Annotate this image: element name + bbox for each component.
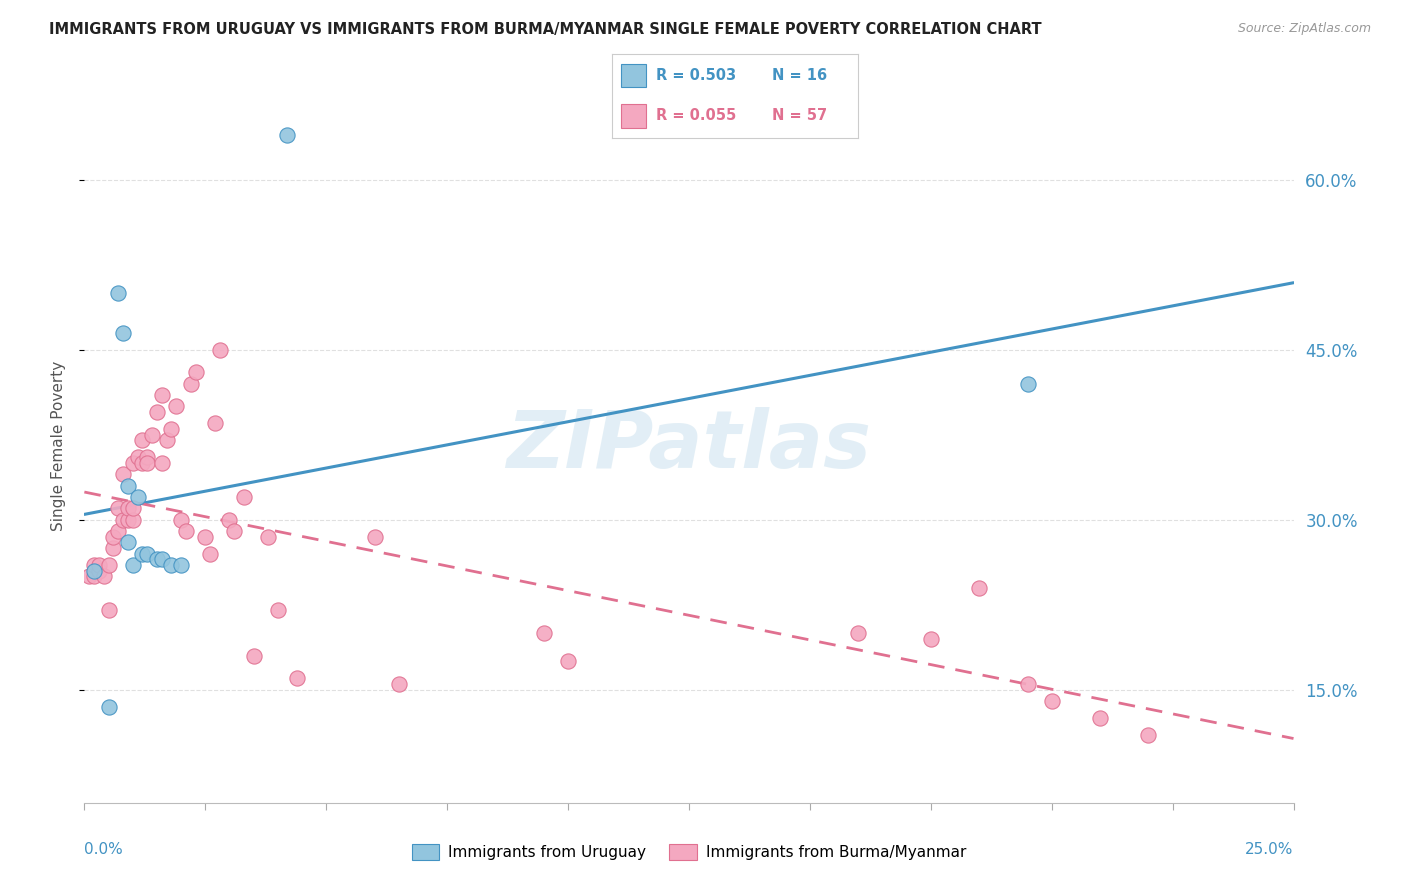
Point: [170, 513, 193, 527]
Point: [165, 400, 187, 414]
Point: [136, 456, 159, 470]
Text: 25.0%: 25.0%: [1246, 842, 1294, 857]
Point: [1040, 694, 1063, 708]
Text: R = 0.503: R = 0.503: [655, 68, 735, 83]
Point: [112, 467, 135, 482]
Point: [1017, 376, 1039, 391]
Point: [103, 530, 125, 544]
Point: [363, 530, 385, 544]
Point: [285, 671, 308, 685]
Point: [107, 286, 129, 301]
Point: [160, 558, 183, 572]
Point: [150, 388, 173, 402]
Point: [1088, 711, 1111, 725]
Point: [233, 490, 256, 504]
Point: [97, 558, 120, 572]
Point: [160, 422, 183, 436]
Text: N = 57: N = 57: [772, 108, 827, 123]
Point: [257, 530, 280, 544]
Y-axis label: Single Female Poverty: Single Female Poverty: [51, 361, 66, 531]
Point: [150, 552, 173, 566]
Point: [1017, 677, 1039, 691]
Point: [180, 376, 202, 391]
Point: [97, 699, 120, 714]
Point: [136, 450, 159, 465]
Point: [112, 513, 135, 527]
Point: [155, 434, 177, 448]
Point: [150, 456, 173, 470]
Text: N = 16: N = 16: [772, 68, 827, 83]
Point: [121, 513, 143, 527]
Point: [141, 427, 163, 442]
Point: [117, 513, 139, 527]
Point: [107, 501, 129, 516]
Point: [194, 530, 217, 544]
Point: [146, 405, 169, 419]
Point: [267, 603, 290, 617]
Point: [117, 478, 139, 492]
Point: [77, 569, 100, 583]
Point: [170, 558, 193, 572]
Bar: [621, 63, 647, 87]
Point: [121, 558, 143, 572]
Point: [204, 417, 226, 431]
Text: 0.0%: 0.0%: [84, 842, 124, 857]
Point: [1137, 728, 1160, 742]
Point: [136, 547, 159, 561]
Point: [83, 558, 105, 572]
Point: [967, 581, 990, 595]
Text: IMMIGRANTS FROM URUGUAY VS IMMIGRANTS FROM BURMA/MYANMAR SINGLE FEMALE POVERTY C: IMMIGRANTS FROM URUGUAY VS IMMIGRANTS FR…: [49, 22, 1042, 37]
Point: [131, 434, 153, 448]
Point: [117, 501, 139, 516]
Point: [117, 535, 139, 549]
Point: [87, 558, 110, 572]
Point: [107, 524, 129, 538]
Text: R = 0.055: R = 0.055: [655, 108, 737, 123]
Point: [920, 632, 942, 646]
Point: [846, 626, 869, 640]
Point: [127, 450, 149, 465]
Text: Source: ZipAtlas.com: Source: ZipAtlas.com: [1237, 22, 1371, 36]
Point: [218, 513, 240, 527]
Point: [146, 552, 169, 566]
Point: [83, 564, 105, 578]
Point: [83, 569, 105, 583]
Point: [121, 501, 143, 516]
Point: [224, 524, 246, 538]
Point: [131, 456, 153, 470]
Point: [112, 326, 135, 340]
Point: [131, 547, 153, 561]
Point: [533, 626, 555, 640]
Point: [121, 456, 143, 470]
Point: [208, 343, 231, 357]
Point: [388, 677, 411, 691]
Bar: [621, 104, 647, 128]
Point: [276, 128, 298, 142]
Point: [198, 547, 221, 561]
Point: [97, 603, 120, 617]
Legend: Immigrants from Uruguay, Immigrants from Burma/Myanmar: Immigrants from Uruguay, Immigrants from…: [405, 838, 973, 866]
Point: [174, 524, 197, 538]
Point: [184, 365, 207, 379]
Point: [242, 648, 264, 663]
Point: [87, 564, 110, 578]
Point: [93, 569, 115, 583]
Point: [557, 654, 579, 668]
Point: [127, 490, 149, 504]
Point: [103, 541, 125, 555]
Text: ZIPatlas: ZIPatlas: [506, 407, 872, 485]
